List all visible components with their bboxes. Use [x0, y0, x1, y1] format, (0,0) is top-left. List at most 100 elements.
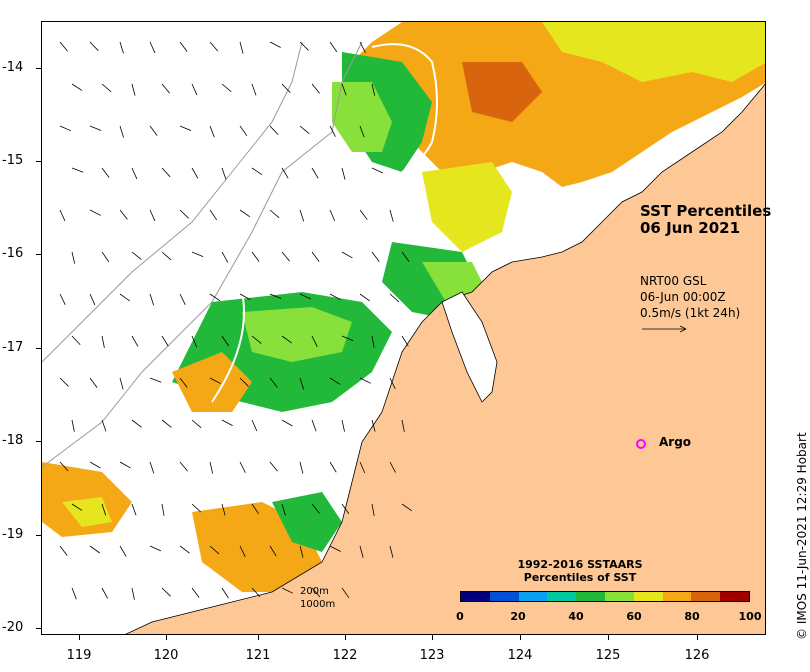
- current-arrow: [59, 545, 68, 556]
- current-arrow: [119, 377, 124, 390]
- current-arrow: [341, 167, 346, 180]
- king-sound-inlet: [441, 291, 498, 403]
- current-arrow: [191, 251, 204, 257]
- current-arrow: [311, 419, 317, 432]
- current-arrow: [311, 83, 320, 94]
- current-arrow: [59, 209, 66, 222]
- lon-tick: [520, 635, 521, 640]
- current-arrow: [59, 41, 68, 52]
- current-arrow: [281, 335, 292, 344]
- depth-contour-200m: [42, 41, 363, 468]
- sst-percentile-patches: [42, 22, 765, 592]
- legend-color-segment: [633, 592, 663, 601]
- current-arrow: [179, 41, 188, 52]
- current-arrow: [59, 461, 69, 472]
- current-arrow: [71, 83, 83, 91]
- current-arrow: [251, 587, 261, 598]
- current-arrow: [239, 545, 246, 557]
- current-arrow: [341, 503, 350, 515]
- current-arrow: [359, 125, 365, 138]
- current-arrow: [209, 209, 218, 221]
- current-arrow: [311, 503, 320, 514]
- current-arrow: [89, 209, 101, 216]
- current-arrow: [389, 293, 400, 303]
- current-arrow: [101, 503, 107, 516]
- legend-tick-label: 80: [684, 610, 700, 623]
- lon-label: 119: [66, 648, 92, 663]
- current-arrow: [401, 419, 405, 432]
- current-arrow: [281, 83, 291, 93]
- scale-arrow-icon: [642, 325, 687, 333]
- legend-color-segment: [662, 592, 692, 601]
- argo-label: Argo: [659, 435, 692, 449]
- current-arrow: [299, 461, 304, 474]
- lon-label: 122: [332, 648, 358, 663]
- current-arrow: [329, 545, 341, 552]
- current-arrow: [281, 587, 293, 594]
- current-arrow: [89, 377, 98, 388]
- current-arrow: [389, 377, 396, 389]
- current-arrow: [329, 461, 337, 473]
- current-arrow: [311, 335, 318, 347]
- lat-tick: [36, 441, 41, 442]
- current-arrow: [131, 419, 142, 428]
- legend-tick-label: 20: [510, 610, 526, 623]
- current-arrow: [359, 545, 364, 558]
- current-arrow: [179, 461, 188, 472]
- current-arrow: [341, 251, 353, 259]
- current-arrow: [71, 335, 81, 346]
- current-arrow: [269, 293, 282, 299]
- lat-label: -20: [2, 620, 24, 635]
- current-arrow: [59, 293, 66, 305]
- current-arrow: [401, 251, 410, 262]
- current-arrow: [119, 545, 127, 557]
- current-arrow: [101, 83, 112, 93]
- sst-patch-darkorange: [462, 62, 542, 122]
- current-arrow: [119, 41, 124, 54]
- current-arrow: [119, 293, 131, 302]
- current-arrow: [131, 503, 137, 516]
- current-arrow: [251, 419, 258, 432]
- current-arrow: [359, 293, 371, 302]
- current-arrow: [101, 167, 110, 178]
- current-arrow: [281, 503, 286, 516]
- current-arrow: [329, 293, 341, 301]
- current-arrow: [209, 545, 220, 555]
- current-arrow: [329, 41, 338, 53]
- current-arrow: [161, 419, 172, 428]
- legend-tick-label: 100: [738, 610, 762, 623]
- lon-label: 126: [684, 648, 710, 663]
- current-arrow: [359, 209, 368, 220]
- lat-label: -18: [2, 433, 24, 448]
- current-arrow: [341, 587, 350, 599]
- current-arrow: [251, 251, 260, 262]
- sst-patch-north-lightgreen: [332, 82, 392, 152]
- current-arrow: [149, 125, 158, 136]
- lon-tick: [608, 635, 609, 640]
- lat-label: -19: [2, 527, 24, 542]
- legend-tick-label: 60: [626, 610, 642, 623]
- current-arrow: [251, 83, 257, 96]
- current-arrow: [209, 377, 221, 384]
- current-arrow: [329, 377, 341, 385]
- argo-marker-icon[interactable]: [636, 439, 646, 449]
- depth-contour-1000m: [42, 41, 303, 363]
- lat-tick: [36, 254, 41, 255]
- legend-colorbar: [460, 591, 750, 602]
- lon-label: 123: [419, 648, 445, 663]
- current-arrow: [119, 209, 128, 220]
- current-arrow: [131, 167, 138, 180]
- current-arrow: [71, 167, 84, 173]
- current-arrow: [239, 209, 251, 218]
- current-arrow: [359, 41, 366, 53]
- current-arrow: [149, 461, 155, 474]
- current-arrow: [239, 293, 251, 301]
- lon-tick: [79, 635, 80, 640]
- current-arrow: [161, 83, 171, 94]
- lon-label: 121: [245, 648, 271, 663]
- current-arrow: [131, 587, 135, 600]
- current-arrow: [89, 293, 96, 306]
- shelf-contour-west: [211, 291, 245, 403]
- current-arrow: [149, 209, 156, 222]
- current-arrow: [209, 293, 221, 302]
